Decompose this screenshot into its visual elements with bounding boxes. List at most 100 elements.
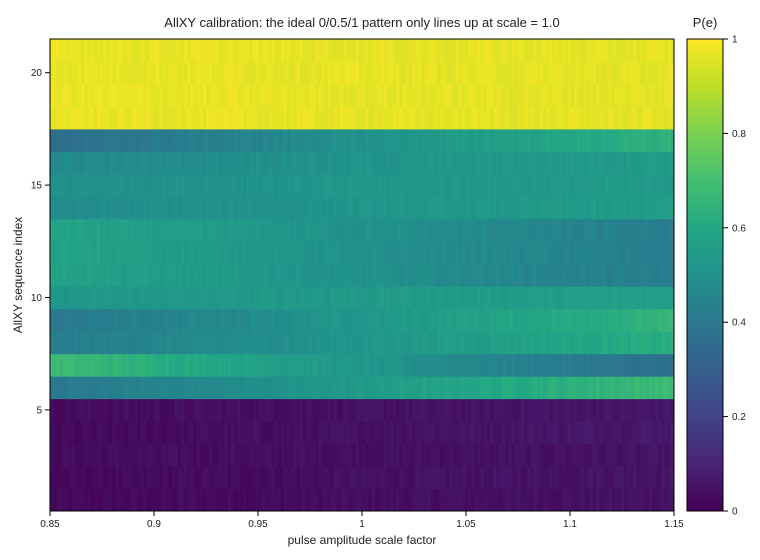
heatmap-cell — [636, 443, 641, 467]
heatmap-cell — [496, 83, 500, 107]
heatmap-cell — [193, 331, 198, 355]
heatmap-cell — [383, 466, 388, 490]
heatmap-cell — [458, 128, 463, 152]
heatmap-cell — [346, 128, 351, 152]
heatmap-cell — [68, 286, 73, 310]
heatmap-cell — [661, 466, 666, 490]
heatmap-cell — [134, 443, 138, 467]
heatmap-cell — [262, 39, 266, 62]
heatmap-cell — [514, 196, 519, 220]
heatmap-cell — [399, 151, 404, 175]
heatmap-cell — [137, 376, 141, 400]
heatmap-cell — [489, 151, 494, 175]
heatmap-cell — [464, 218, 469, 242]
heatmap-cell — [59, 151, 63, 175]
heatmap-cell — [524, 286, 528, 310]
heatmap-cell — [152, 421, 157, 445]
heatmap-cell — [274, 286, 279, 310]
heatmap-cell — [330, 241, 335, 265]
heatmap-cell — [446, 331, 450, 355]
heatmap-cell — [655, 488, 659, 512]
heatmap-cell — [390, 241, 394, 265]
heatmap-cell — [68, 61, 73, 85]
heatmap-cell — [483, 421, 488, 445]
heatmap-cell — [443, 331, 447, 355]
heatmap-cell — [580, 286, 585, 310]
heatmap-cell — [670, 128, 675, 152]
heatmap-cell — [393, 83, 397, 107]
heatmap-cell — [78, 61, 82, 85]
heatmap-cell — [552, 308, 556, 332]
heatmap-cell — [493, 286, 497, 310]
heatmap-cell — [611, 196, 616, 220]
heatmap-cell — [583, 128, 588, 152]
heatmap-cell — [511, 151, 516, 175]
heatmap-cell — [296, 61, 301, 85]
heatmap-cell — [443, 151, 447, 175]
heatmap-cell — [327, 443, 332, 467]
heatmap-cell — [489, 398, 494, 422]
heatmap-cell — [299, 151, 304, 175]
heatmap-cell — [193, 376, 198, 400]
heatmap-cell — [542, 308, 547, 332]
heatmap-cell — [564, 286, 569, 310]
heatmap-cell — [558, 398, 563, 422]
heatmap-cell — [502, 286, 507, 310]
heatmap-cell — [156, 196, 160, 220]
heatmap-cell — [243, 151, 248, 175]
heatmap-cell — [433, 61, 438, 85]
heatmap-cell — [265, 398, 269, 422]
heatmap-cell — [617, 286, 622, 310]
heatmap-cell — [249, 83, 254, 107]
heatmap-cell — [539, 331, 544, 355]
heatmap-cell — [536, 353, 541, 377]
heatmap-cell — [614, 263, 619, 287]
heatmap-cell — [349, 241, 354, 265]
heatmap-cell — [658, 398, 663, 422]
heatmap-cell — [74, 83, 79, 107]
heatmap-cell — [312, 398, 316, 422]
heatmap-cell — [265, 353, 269, 377]
heatmap-cell — [546, 196, 550, 220]
heatmap-cell — [140, 263, 145, 287]
heatmap-cell — [546, 106, 550, 130]
heatmap-cell — [561, 286, 566, 310]
heatmap-cell — [524, 466, 528, 490]
heatmap-cell — [533, 376, 538, 400]
heatmap-cell — [240, 128, 244, 152]
heatmap-cell — [168, 106, 173, 130]
heatmap-cell — [393, 353, 397, 377]
heatmap-cell — [296, 263, 301, 287]
heatmap-cell — [449, 286, 453, 310]
heatmap-cell — [505, 241, 510, 265]
heatmap-cell — [59, 39, 63, 62]
heatmap-cell — [464, 353, 469, 377]
heatmap-cell — [103, 308, 107, 332]
heatmap-cell — [115, 466, 120, 490]
heatmap-cell — [383, 61, 388, 85]
heatmap-cell — [255, 443, 260, 467]
heatmap-cell — [96, 376, 101, 400]
heatmap-cell — [62, 286, 67, 310]
heatmap-cell — [174, 398, 179, 422]
heatmap-cell — [290, 241, 294, 265]
heatmap-cell — [464, 286, 469, 310]
heatmap-cell — [415, 286, 419, 310]
heatmap-cell — [103, 466, 107, 490]
heatmap-cell — [549, 421, 553, 445]
heatmap-cell — [546, 263, 550, 287]
heatmap-cell — [87, 488, 92, 512]
heatmap-cell — [580, 308, 585, 332]
heatmap-cell — [427, 308, 432, 332]
heatmap-cell — [655, 421, 659, 445]
heatmap-cell — [489, 106, 494, 130]
heatmap-cell — [240, 61, 244, 85]
heatmap-cell — [393, 173, 397, 197]
heatmap-cell — [146, 421, 151, 445]
heatmap-cell — [362, 106, 366, 130]
heatmap-cell — [436, 421, 441, 445]
heatmap-cell — [68, 353, 73, 377]
heatmap-cell — [287, 39, 291, 62]
heatmap-cell — [62, 173, 67, 197]
heatmap-cell — [561, 466, 566, 490]
